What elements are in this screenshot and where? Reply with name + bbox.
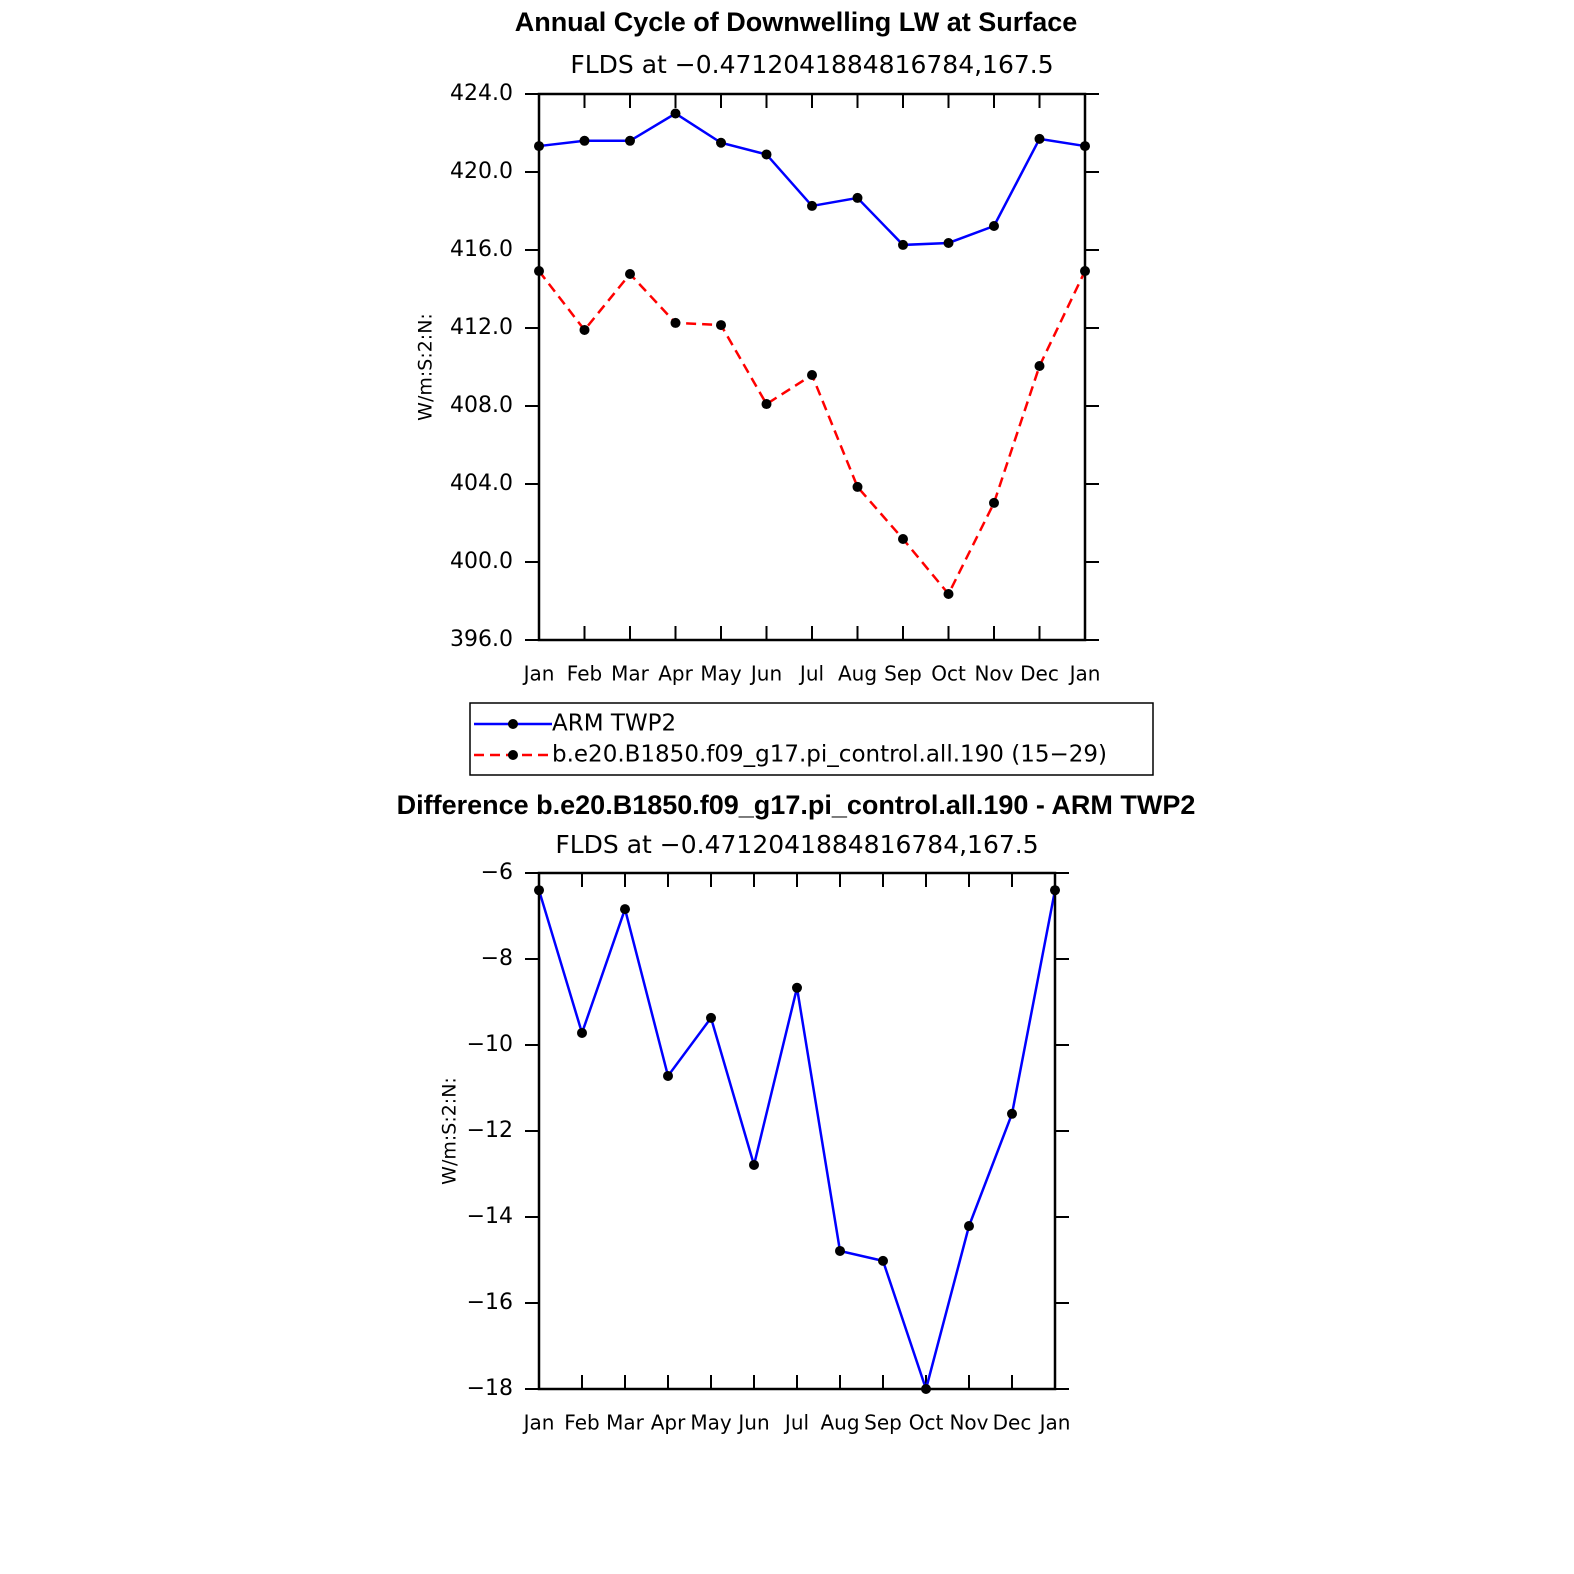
data-line bbox=[538, 270, 1087, 597]
y-tick-label: 416.0 bbox=[450, 237, 513, 262]
data-point bbox=[852, 481, 863, 492]
data-point bbox=[792, 982, 802, 993]
data-point bbox=[943, 237, 954, 248]
data-point bbox=[807, 200, 817, 211]
y-tick-label: 400.0 bbox=[450, 549, 513, 574]
data-point bbox=[716, 320, 726, 331]
x-tick-label: Dec bbox=[993, 1411, 1032, 1435]
y-tick-label: −6 bbox=[481, 860, 513, 885]
x-tick-label: Mar bbox=[606, 1411, 645, 1435]
x-tick-label: Jan bbox=[522, 1411, 555, 1435]
x-tick-label: Apr bbox=[658, 662, 693, 686]
y-tick-label: 424.0 bbox=[450, 81, 513, 106]
chart-subtitle: FLDS at −0.4712041884816784,167.5 bbox=[570, 50, 1053, 79]
data-point bbox=[835, 1245, 845, 1256]
y-tick-label: −8 bbox=[481, 946, 513, 971]
x-tick-label: Feb bbox=[564, 1411, 599, 1435]
data-point bbox=[625, 135, 635, 146]
data-line bbox=[538, 112, 1086, 247]
x-tick-label: Apr bbox=[651, 1411, 686, 1435]
data-point bbox=[898, 239, 908, 250]
x-tick-label: May bbox=[700, 662, 742, 686]
data-point bbox=[898, 533, 908, 544]
x-tick-label: Jan bbox=[522, 662, 555, 686]
data-point bbox=[716, 137, 726, 148]
x-tick-label: Nov bbox=[949, 1411, 988, 1435]
x-tick-label: Feb bbox=[567, 662, 602, 686]
y-axis-label: W/m:S:2:N: bbox=[415, 313, 437, 421]
plot-frame bbox=[537, 871, 1057, 1391]
data-line bbox=[537, 889, 1057, 1394]
data-point bbox=[579, 324, 590, 335]
legend-label: b.e20.B1850.f09_g17.pi_control.all.190 (… bbox=[552, 742, 1107, 768]
data-point bbox=[852, 192, 863, 203]
legend-box bbox=[469, 702, 1154, 776]
data-point bbox=[577, 1027, 587, 1038]
data-point bbox=[989, 221, 999, 232]
x-tick-label: Jul bbox=[783, 1411, 809, 1435]
data-point bbox=[670, 317, 681, 328]
x-tick-label: Aug bbox=[838, 662, 877, 686]
data-point bbox=[706, 1012, 716, 1023]
y-axis-label: W/m:S:2:N: bbox=[439, 1077, 461, 1185]
x-tick-label: Oct bbox=[931, 662, 966, 686]
data-point bbox=[761, 399, 772, 410]
data-point bbox=[625, 268, 635, 279]
data-point bbox=[807, 369, 817, 380]
data-point bbox=[1034, 361, 1045, 372]
legend-marker bbox=[508, 750, 518, 760]
x-tick-label: Nov bbox=[974, 662, 1013, 686]
x-tick-label: Jan bbox=[1068, 662, 1101, 686]
x-tick-label: Mar bbox=[611, 662, 650, 686]
y-tick-label: 396.0 bbox=[450, 627, 513, 652]
data-point bbox=[964, 1221, 974, 1232]
data-point bbox=[670, 108, 681, 119]
chart-subtitle: FLDS at −0.4712041884816784,167.5 bbox=[555, 830, 1038, 859]
y-tick-label: −12 bbox=[467, 1118, 513, 1143]
y-tick-label: −16 bbox=[467, 1290, 513, 1315]
x-tick-label: Jun bbox=[749, 662, 782, 686]
data-point bbox=[878, 1255, 888, 1266]
data-point bbox=[1034, 133, 1045, 144]
y-tick-label: 412.0 bbox=[450, 315, 513, 340]
y-tick-label: 404.0 bbox=[450, 471, 513, 496]
data-point bbox=[1007, 1108, 1017, 1119]
data-point bbox=[989, 497, 999, 508]
data-point bbox=[663, 1070, 673, 1081]
y-tick-label: 408.0 bbox=[450, 393, 513, 418]
legend-label: ARM TWP2 bbox=[552, 711, 676, 737]
y-tick-label: −18 bbox=[467, 1376, 513, 1401]
x-tick-label: Dec bbox=[1020, 662, 1059, 686]
x-tick-label: Jul bbox=[798, 662, 824, 686]
data-point bbox=[749, 1159, 759, 1170]
y-tick-label: −14 bbox=[467, 1204, 513, 1229]
y-tick-label: 420.0 bbox=[450, 159, 513, 184]
x-tick-label: Sep bbox=[884, 662, 922, 686]
data-point bbox=[579, 135, 590, 146]
chart-title: Difference b.e20.B1850.f09_g17.pi_contro… bbox=[397, 790, 1196, 820]
data-point bbox=[620, 904, 630, 915]
x-tick-label: Oct bbox=[909, 1411, 944, 1435]
data-point bbox=[943, 588, 954, 599]
legend-marker bbox=[508, 719, 518, 729]
x-tick-label: Aug bbox=[820, 1411, 859, 1435]
x-tick-label: May bbox=[690, 1411, 732, 1435]
x-tick-label: Jan bbox=[1038, 1411, 1071, 1435]
plot-frame bbox=[537, 92, 1087, 642]
y-tick-label: −10 bbox=[467, 1032, 513, 1057]
data-point bbox=[761, 149, 772, 160]
x-tick-label: Sep bbox=[864, 1411, 902, 1435]
chart-title: Annual Cycle of Downwelling LW at Surfac… bbox=[515, 7, 1078, 37]
x-tick-label: Jun bbox=[736, 1411, 769, 1435]
